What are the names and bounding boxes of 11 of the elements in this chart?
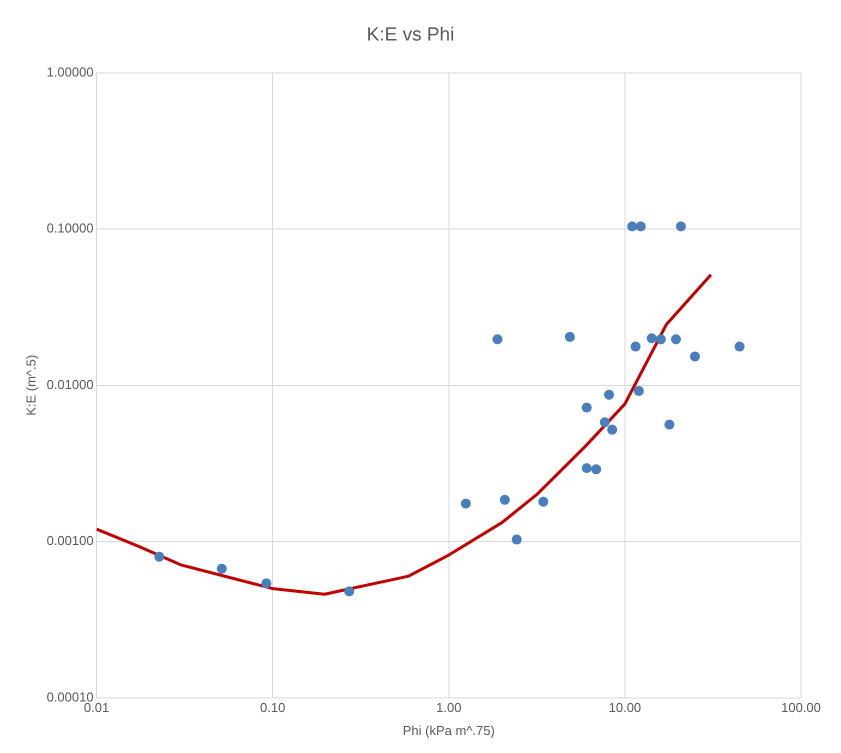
y-tick-label: 0.01000 (46, 376, 94, 392)
x-tick-label: 100.00 (781, 700, 821, 716)
x-tick-label: 0.10 (260, 700, 286, 716)
x-axis-title: Phi (kPa m^.75) (402, 722, 495, 738)
chart-title: K:E vs Phi (366, 24, 454, 46)
y-tick-label: 0.00100 (46, 533, 94, 548)
y-tick-label: 1.00000 (46, 64, 94, 80)
y-tick-label: 0.10000 (46, 220, 94, 236)
x-tick-label: 1.00 (436, 700, 462, 716)
x-tick-label: 10.00 (608, 700, 642, 716)
y-axis-title: K:E (m^.5) (23, 354, 38, 416)
